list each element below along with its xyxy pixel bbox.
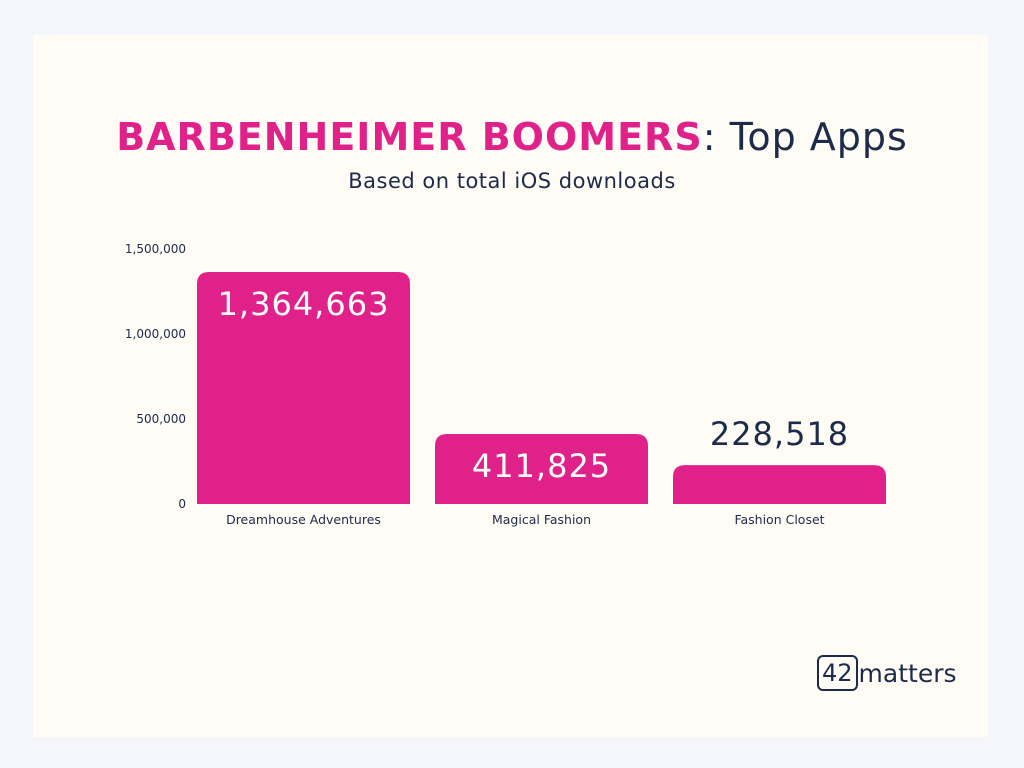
y-tick-label: 500,000 xyxy=(136,412,186,426)
y-tick-label: 1,500,000 xyxy=(125,242,186,256)
y-tick-label: 0 xyxy=(178,497,186,511)
y-tick-label: 1,000,000 xyxy=(125,327,186,341)
bar xyxy=(197,272,410,504)
bar-value-label: 228,518 xyxy=(710,415,849,453)
title-rest: : Top Apps xyxy=(702,115,908,159)
chart-subtitle: Based on total iOS downloads xyxy=(348,169,676,193)
bar xyxy=(673,465,886,504)
brand-logo: 42 matters xyxy=(817,655,957,691)
logo-box: 42 xyxy=(817,655,858,691)
title-highlight: BARBENHEIMER BOOMERS xyxy=(116,115,703,159)
bar-value-label: 1,364,663 xyxy=(218,285,390,323)
bar xyxy=(435,433,648,504)
chart-title: BARBENHEIMER BOOMERS: Top Apps xyxy=(0,115,1024,159)
category-label: Dreamhouse Adventures xyxy=(226,512,381,527)
bar-value-label: 411,825 xyxy=(472,447,611,485)
category-label: Fashion Closet xyxy=(734,512,824,527)
category-label: Magical Fashion xyxy=(492,512,591,527)
logo-text: matters xyxy=(858,658,957,688)
chart-card xyxy=(33,35,988,737)
